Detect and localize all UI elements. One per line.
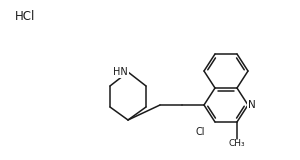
Text: CH₃: CH₃ bbox=[229, 139, 245, 148]
Text: HCl: HCl bbox=[15, 10, 35, 23]
Text: Cl: Cl bbox=[195, 127, 205, 137]
Text: N: N bbox=[248, 100, 256, 110]
Text: HN: HN bbox=[113, 67, 128, 77]
